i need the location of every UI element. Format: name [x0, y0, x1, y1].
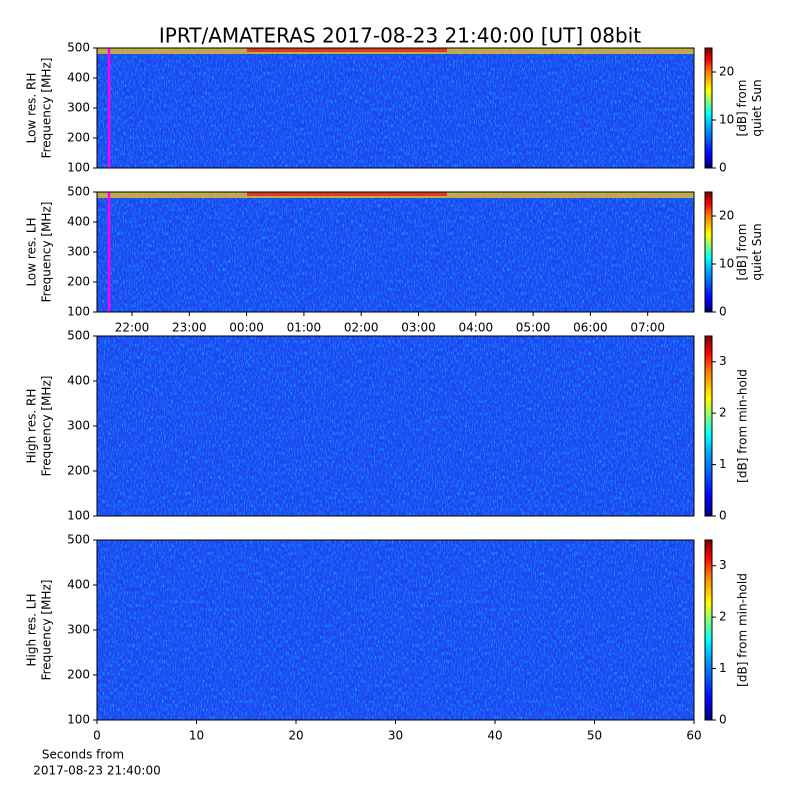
colorbar	[704, 335, 713, 517]
colorbar-tick-label: 20	[719, 65, 734, 79]
y-axis-label: Frequency [MHz]	[40, 202, 54, 303]
y-tick-label: 100	[67, 509, 90, 523]
y-tick-label: 500	[67, 533, 90, 547]
y-tick-label: 400	[67, 578, 90, 592]
y-tick-label: 500	[67, 41, 90, 55]
x-tick-label: 05:00	[516, 321, 551, 335]
colorbar	[704, 191, 713, 313]
colorbar-label: quiet Sun	[750, 79, 764, 136]
y-tick-label: 500	[67, 329, 90, 343]
colorbar-tick-label: 10	[719, 257, 734, 271]
y-tick-label: 200	[67, 464, 90, 478]
x-tick-label: 22:00	[115, 321, 150, 335]
colorbar-label: [dB] from min-hold	[736, 573, 750, 687]
y-tick-label: 200	[67, 668, 90, 682]
y-axis-label: Frequency [MHz]	[40, 580, 54, 681]
y-tick-label: 100	[67, 305, 90, 319]
x-tick-label: 01:00	[287, 321, 322, 335]
y-axis-label: Low res. LH	[25, 217, 39, 286]
x-tick-label: 00:00	[229, 321, 264, 335]
y-axis-label: High res. RH	[25, 389, 39, 464]
y-axis-label: Frequency [MHz]	[40, 376, 54, 477]
colorbar	[704, 47, 713, 169]
y-tick-label: 500	[67, 185, 90, 199]
y-tick-label: 200	[67, 275, 90, 289]
colorbar-tick-label: 0	[719, 161, 727, 175]
x-tick-label: 04:00	[459, 321, 494, 335]
colorbar-label: [dB] from min-hold	[736, 369, 750, 483]
colorbar-tick-label: 1	[719, 457, 727, 471]
x-tick-label: 20	[288, 729, 303, 743]
x-tick-label: 02:00	[344, 321, 379, 335]
y-tick-label: 400	[67, 215, 90, 229]
colorbar-tick-label: 0	[719, 713, 727, 727]
colorbar-tick-label: 20	[719, 209, 734, 223]
spectrogram-noise	[97, 336, 694, 516]
colorbar-tick-label: 3	[719, 354, 727, 368]
y-axis-label: Frequency [MHz]	[40, 58, 54, 159]
x-tick-label: 0	[93, 729, 101, 743]
x-tick-label: 23:00	[172, 321, 207, 335]
y-axis-label: High res. LH	[25, 593, 39, 666]
y-tick-label: 300	[67, 101, 90, 115]
colorbar-label: [dB] from	[735, 224, 749, 281]
x-axis-label: 2017-08-23 21:40:00	[33, 764, 160, 778]
colorbar-tick-label: 10	[719, 113, 734, 127]
x-tick-label: 60	[686, 729, 701, 743]
x-axis-label: Seconds from	[42, 748, 124, 762]
colorbar-label: quiet Sun	[750, 223, 764, 280]
y-tick-label: 400	[67, 374, 90, 388]
colorbar-label: [dB] from	[735, 80, 749, 137]
colorbar-tick-label: 1	[719, 661, 727, 675]
y-tick-label: 100	[67, 161, 90, 175]
spectrogram-noise	[97, 192, 694, 312]
figure-title: IPRT/AMATERAS 2017-08-23 21:40:00 [UT] 0…	[159, 24, 641, 48]
x-tick-label: 07:00	[630, 321, 665, 335]
y-tick-label: 400	[67, 71, 90, 85]
colorbar-tick-label: 2	[719, 406, 727, 420]
colorbar-tick-label: 2	[719, 610, 727, 624]
y-axis-label: Low res. RH	[25, 73, 39, 144]
x-tick-label: 10	[189, 729, 204, 743]
spectrogram-band	[247, 192, 447, 196]
x-tick-label: 30	[388, 729, 403, 743]
spectrogram-band	[247, 48, 447, 52]
x-tick-label: 03:00	[401, 321, 436, 335]
y-tick-label: 300	[67, 245, 90, 259]
y-tick-label: 100	[67, 713, 90, 727]
spectrogram-noise	[97, 48, 694, 168]
colorbar	[704, 539, 713, 721]
y-tick-label: 300	[67, 623, 90, 637]
y-tick-label: 300	[67, 419, 90, 433]
x-tick-label: 40	[487, 729, 502, 743]
x-tick-label: 06:00	[573, 321, 608, 335]
spectrogram-noise	[97, 540, 694, 720]
colorbar-tick-label: 0	[719, 509, 727, 523]
colorbar-tick-label: 3	[719, 558, 727, 572]
colorbar-tick-label: 0	[719, 305, 727, 319]
y-tick-label: 200	[67, 131, 90, 145]
x-tick-label: 50	[587, 729, 602, 743]
